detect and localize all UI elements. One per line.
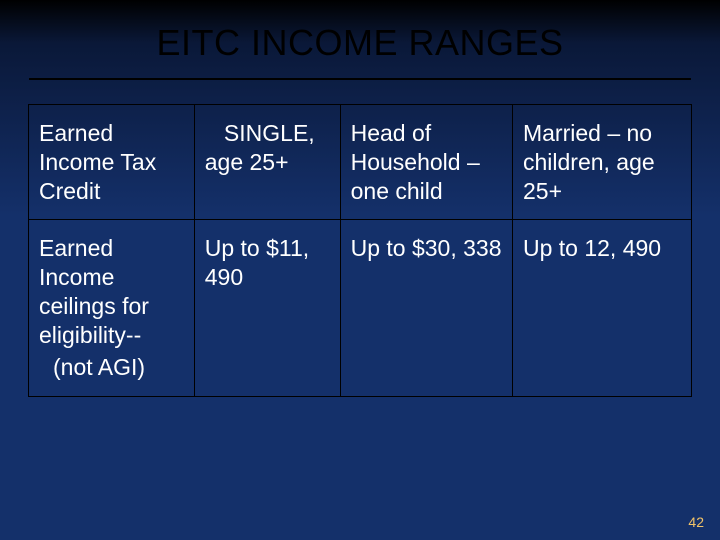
table-container: Earned Income Tax Credit SINGLE, age 25+… — [28, 104, 692, 397]
cell-r2c2: Up to $11, 490 — [194, 220, 340, 397]
cell-r1c4: Married – no children, age 25+ — [512, 105, 691, 220]
cell-r2c4: Up to 12, 490 — [512, 220, 691, 397]
title-underline — [29, 78, 691, 80]
cell-r1c1: Earned Income Tax Credit — [29, 105, 195, 220]
slide-title: EITC INCOME RANGES — [0, 0, 720, 78]
cell-r1c3: Head of Household – one child — [340, 105, 512, 220]
cell-r2c1-main: Earned Income ceilings for eligibility-- — [39, 235, 149, 347]
page-number: 42 — [688, 514, 704, 530]
cell-r2c1: Earned Income ceilings for eligibility--… — [29, 220, 195, 397]
cell-r2c3: Up to $30, 338 — [340, 220, 512, 397]
cell-r1c2: SINGLE, age 25+ — [194, 105, 340, 220]
income-ranges-table: Earned Income Tax Credit SINGLE, age 25+… — [28, 104, 692, 397]
table-row: Earned Income ceilings for eligibility--… — [29, 220, 692, 397]
cell-r2c1-sub: (not AGI) — [39, 349, 184, 382]
table-row: Earned Income Tax Credit SINGLE, age 25+… — [29, 105, 692, 220]
